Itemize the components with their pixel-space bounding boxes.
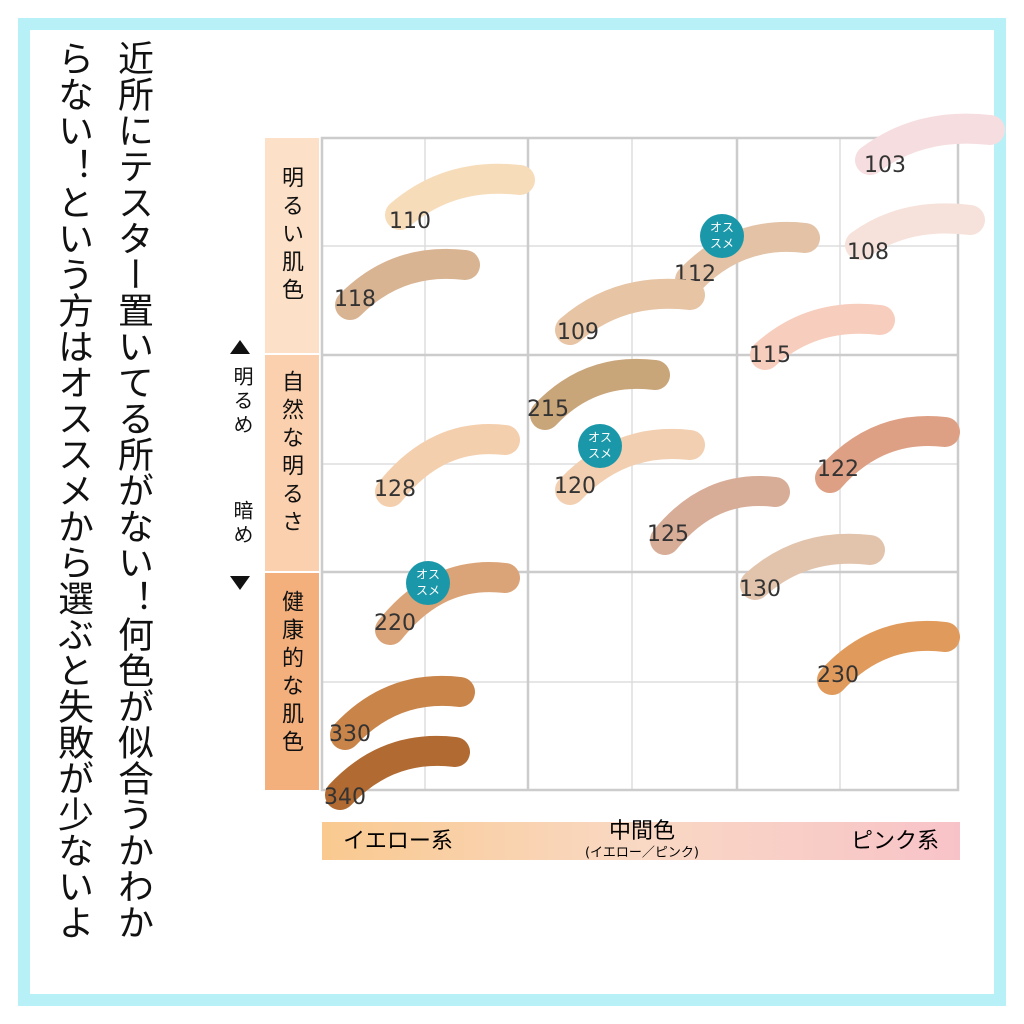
brightness-label: 明るめ	[230, 366, 254, 438]
column-label: ピンク系	[851, 829, 939, 854]
badge-text: オス	[710, 221, 734, 235]
column-label: 中間色	[609, 819, 675, 844]
shade-code: 118	[334, 287, 376, 312]
swatch	[675, 221, 820, 295]
caption: 近所にテスター置いてる所がない！何色が似合うかわか	[112, 40, 153, 940]
swatch	[330, 675, 475, 750]
swatch	[335, 248, 480, 320]
frame	[18, 18, 1006, 1006]
row-label: 明るい肌色	[278, 166, 303, 306]
arrow-up	[230, 340, 250, 354]
badge	[578, 424, 622, 468]
badge-text: スメ	[416, 584, 440, 598]
shade-code: 130	[739, 577, 781, 602]
shade-code: 109	[557, 320, 599, 345]
shade-code: 128	[374, 477, 416, 502]
row-band	[265, 138, 319, 353]
shade-code: 125	[647, 522, 689, 547]
row-label: 自然な明るさ	[278, 370, 303, 538]
shade-code: 220	[374, 611, 416, 636]
swatch	[817, 620, 960, 695]
swatch	[375, 424, 520, 507]
shade-code: 110	[389, 209, 431, 234]
shade-code: 115	[749, 343, 791, 368]
shade-code: 330	[329, 722, 371, 747]
column-label: イエロー系	[343, 829, 453, 854]
shade-code: 340	[324, 785, 366, 810]
column-bar	[322, 822, 960, 860]
shade-code: 103	[864, 153, 906, 178]
swatch	[750, 303, 895, 370]
column-sublabel: (イエロー／ピンク)	[585, 846, 699, 861]
swatch	[530, 358, 670, 430]
badge-text: オス	[588, 431, 612, 445]
swatch	[385, 163, 535, 230]
swatch	[845, 203, 985, 260]
brightness-label: 暗め	[230, 500, 254, 548]
badge	[700, 214, 744, 258]
badge	[406, 561, 450, 605]
arrow-down	[230, 576, 250, 590]
shade-code: 230	[817, 663, 859, 688]
swatch	[650, 476, 790, 555]
swatch	[325, 735, 470, 810]
swatch	[815, 416, 960, 493]
swatch	[855, 113, 1005, 175]
badge-text: スメ	[588, 447, 612, 461]
swatch	[555, 278, 705, 345]
row-band	[265, 573, 319, 790]
badge-text: オス	[416, 568, 440, 582]
caption: らない！という方はオススメから選ぶと失敗が少ないよ	[52, 40, 93, 940]
row-label: 健康的な肌色	[278, 590, 303, 758]
shade-code: 122	[817, 457, 859, 482]
badge-text: スメ	[710, 237, 734, 251]
shade-code: 215	[527, 397, 569, 422]
shade-code: 120	[554, 474, 596, 499]
swatch	[740, 533, 885, 600]
row-band	[265, 355, 319, 571]
swatch	[555, 429, 705, 505]
shade-code: 108	[847, 240, 889, 265]
